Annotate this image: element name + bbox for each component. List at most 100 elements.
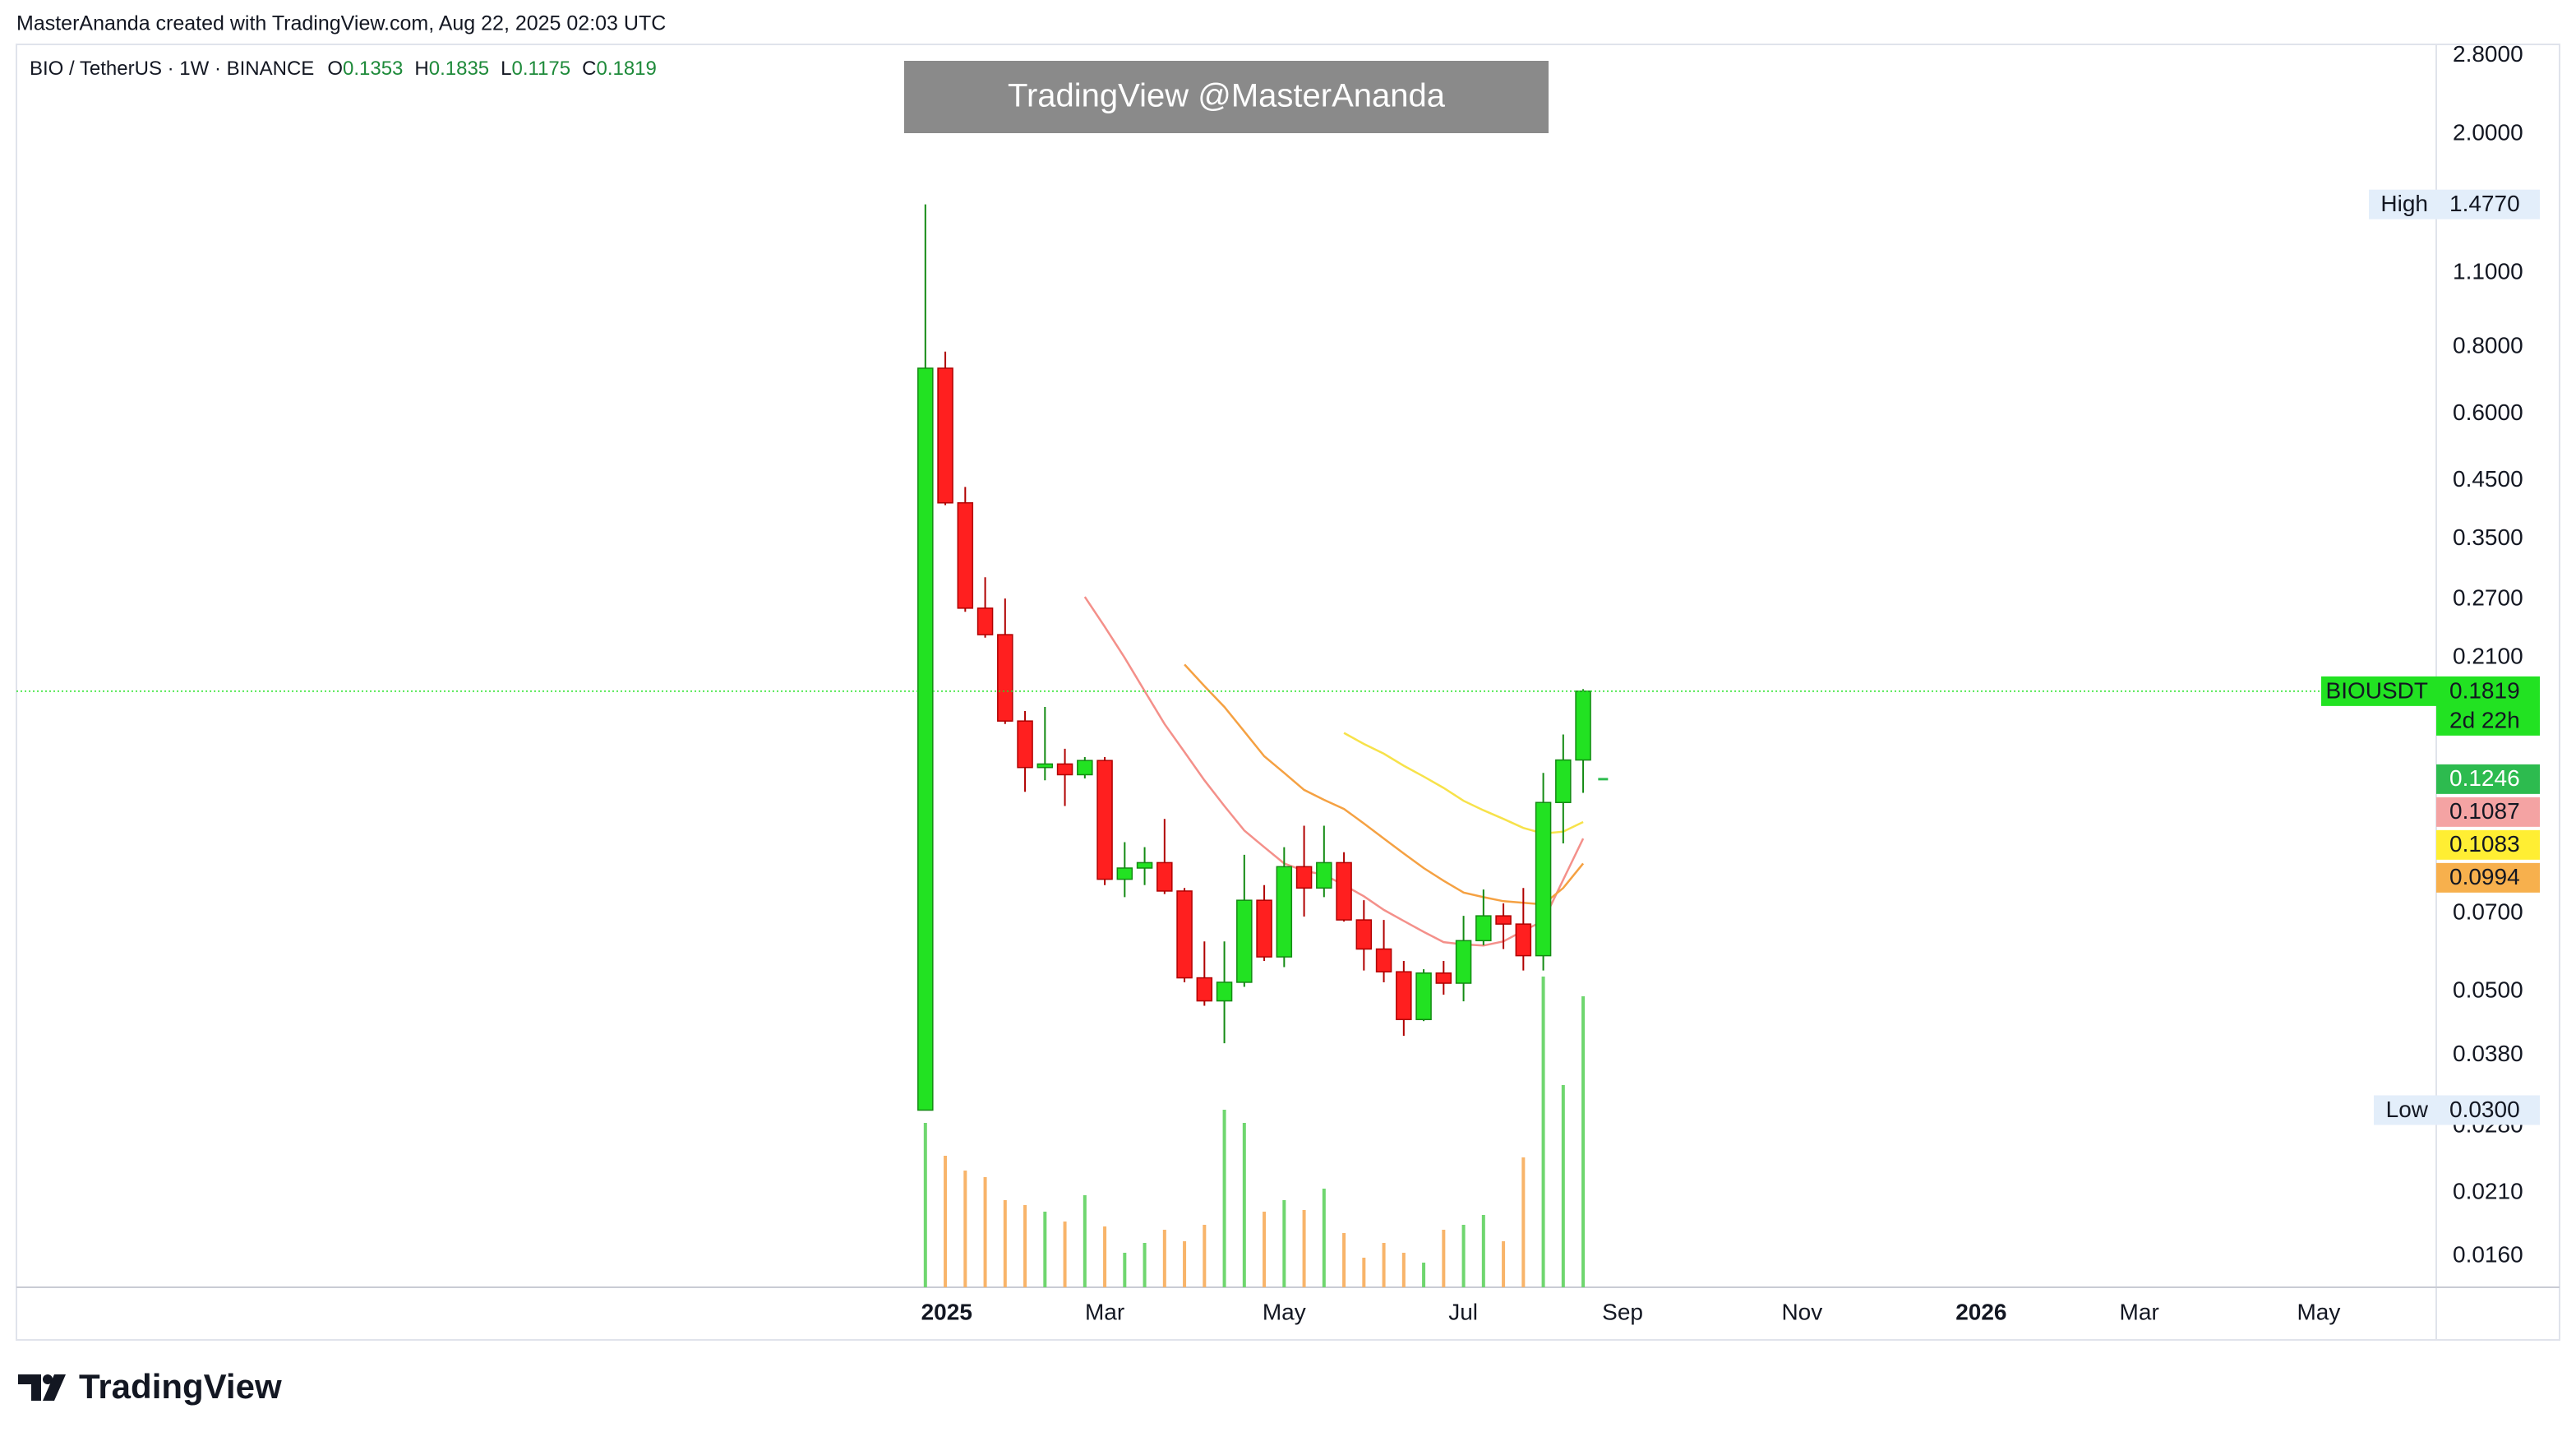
volume-bar [1162,1230,1166,1287]
symbol-legend: BIO / TetherUS · 1W · BINANCE O0.1353 H0.1… [30,58,657,80]
y-tick-label: 0.2100 [2453,644,2523,669]
y-tick-label: 0.8000 [2453,332,2523,358]
candle-body [1396,971,1412,1021]
x-tick-label: 2025 [921,1299,972,1324]
volume-bar [1502,1241,1506,1287]
volume-bar [1242,1123,1246,1287]
candle-body [1136,861,1153,869]
candle-body [937,367,953,504]
volume-bar [963,1171,967,1287]
candle-body [1455,940,1472,984]
x-tick-label: May [2297,1299,2340,1324]
moving-average [1083,596,1585,947]
y-tick-label: 0.3500 [2453,524,2523,550]
countdown: 2d 22h [2449,707,2520,732]
ohlc-value: 0.1353 [343,58,403,80]
volume-bar [1382,1243,1386,1287]
volume-bar [1103,1226,1107,1287]
logo-mark [43,1374,66,1401]
y-tick-label: 0.0380 [2453,1041,2523,1066]
candle-body [1017,720,1033,769]
ohlc-value: 0.1819 [596,58,656,80]
extreme-name: Low [2386,1097,2429,1122]
candle-body [1575,690,1591,761]
volume-bar [1422,1263,1426,1287]
candle-body [917,367,934,1111]
candles [917,204,1609,1111]
x-tick-label: May [1263,1299,1306,1324]
volume-bar [1043,1212,1047,1287]
volume-pane [923,977,1586,1287]
candle-body [1056,763,1073,776]
candle-body [976,607,994,635]
candle-body [1176,890,1193,979]
price-label-box [2436,829,2540,860]
last-price-box [2436,676,2540,736]
y-tick-label: 2.8000 [2453,41,2523,67]
price-label: 0.1246 [2449,765,2520,791]
logo-mark [43,1374,53,1384]
volume-bar [1003,1200,1007,1287]
y-tick-label: 0.0500 [2453,977,2523,1002]
y-tick-label: 0.2700 [2453,585,2523,611]
candle-body [1475,915,1492,942]
volume-bar [1342,1233,1346,1287]
price-label: 0.0994 [2449,864,2520,889]
volume-bar [1063,1222,1067,1287]
x-tick-label: Mar [2120,1299,2159,1324]
symbol: BIO / TetherUS · 1W · BINANCE [30,58,314,80]
logo: TradingView [18,1367,282,1406]
ohlc-value: 0.1175 [512,58,571,80]
candle-body [1375,948,1392,972]
candle-body [997,634,1013,722]
volume-bar [1521,1157,1526,1287]
candle-body [1295,866,1313,889]
price-label-box [2436,862,2540,893]
last-price: 0.1819 [2449,677,2520,703]
ohlc-label: H [414,58,428,80]
y-tick-label: 0.0700 [2453,898,2523,924]
moving-averages [1083,596,1585,947]
volume-bar [944,1156,948,1287]
extreme-value-box [2436,1095,2540,1125]
extreme-name-box [2374,1095,2436,1125]
candle-body [1435,972,1452,984]
candle-body [1236,899,1253,983]
watermark: TradingView @MasterAnanda [1008,78,1446,114]
volume-bar [1143,1243,1147,1287]
volume-bar [1322,1189,1326,1287]
candle-body [1316,861,1332,889]
candle-body [1256,899,1272,958]
moving-average [1184,663,1585,906]
watermark-box [904,61,1549,133]
candle-body [1555,759,1572,803]
logo-mark [18,1374,41,1401]
volume-bar [1083,1195,1087,1287]
candle-body [1077,760,1093,776]
price-label-box [2436,797,2540,827]
candle-body [1515,923,1532,957]
candle-body [1096,760,1113,880]
y-tick-label: 0.0160 [2453,1242,2523,1268]
extreme-name-box [2369,189,2436,219]
volume-bar [1561,1085,1565,1287]
chart-frame [16,44,2560,1341]
y-tick-label: 0.0210 [2453,1179,2523,1204]
x-tick-label: Mar [1085,1299,1124,1324]
candle-body [1196,977,1213,1002]
volume-bar [983,1177,987,1287]
candle-body [1535,801,1552,957]
y-tick-label: 0.6000 [2453,400,2523,425]
candle-body [1216,981,1233,1002]
x-tick-label: Nov [1781,1299,1822,1324]
volume-bar [1401,1253,1406,1287]
candle-body [1415,972,1432,1021]
last-price-name: BIOUSDT [2326,677,2428,703]
volume-bar [1541,977,1545,1287]
volume-bar [923,1123,927,1287]
volume-bar [1203,1225,1207,1287]
candle-body [1276,866,1293,958]
extreme-name: High [2380,191,2428,216]
logo-text: TradingView [79,1367,282,1406]
